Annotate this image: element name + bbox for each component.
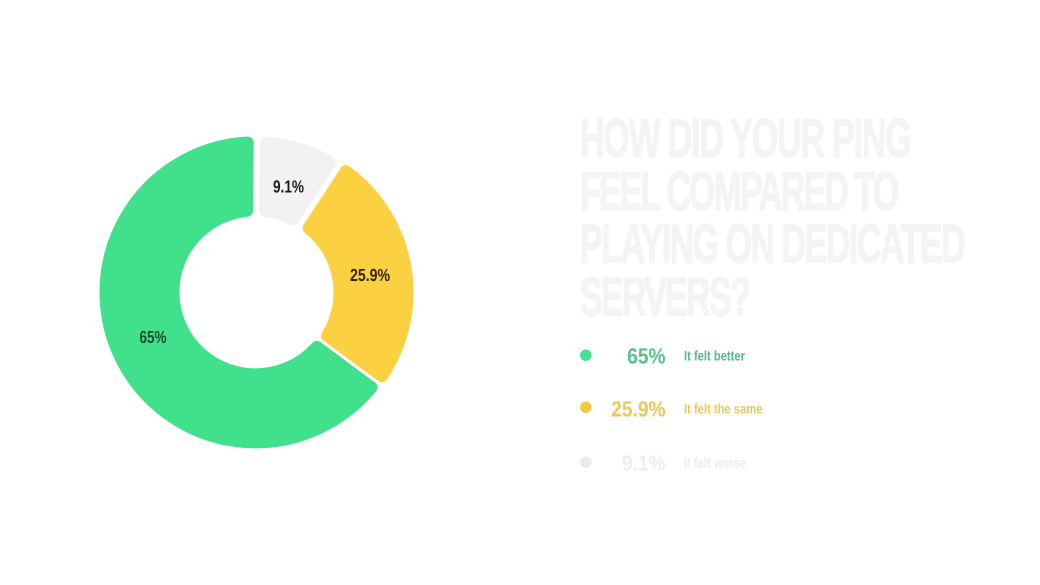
svg-text:It felt better: It felt better [684, 347, 745, 363]
svg-text:65%: 65% [627, 344, 665, 369]
svg-text:9.1%: 9.1% [622, 451, 666, 476]
svg-text:65%: 65% [140, 327, 167, 347]
svg-text:PLAYING ON DEDICATED: PLAYING ON DEDICATED [580, 213, 965, 275]
svg-text:25.9%: 25.9% [611, 397, 665, 422]
svg-text:25.9%: 25.9% [350, 265, 390, 285]
svg-text:HOW DID YOUR PING: HOW DID YOUR PING [580, 107, 910, 169]
svg-text:It felt worse: It felt worse [684, 454, 746, 470]
svg-text:SERVERS?: SERVERS? [580, 265, 749, 327]
svg-text:9.1%: 9.1% [273, 177, 304, 197]
svg-text:It felt the same: It felt the same [684, 400, 763, 416]
svg-text:FEEL COMPARED TO: FEEL COMPARED TO [580, 160, 898, 222]
